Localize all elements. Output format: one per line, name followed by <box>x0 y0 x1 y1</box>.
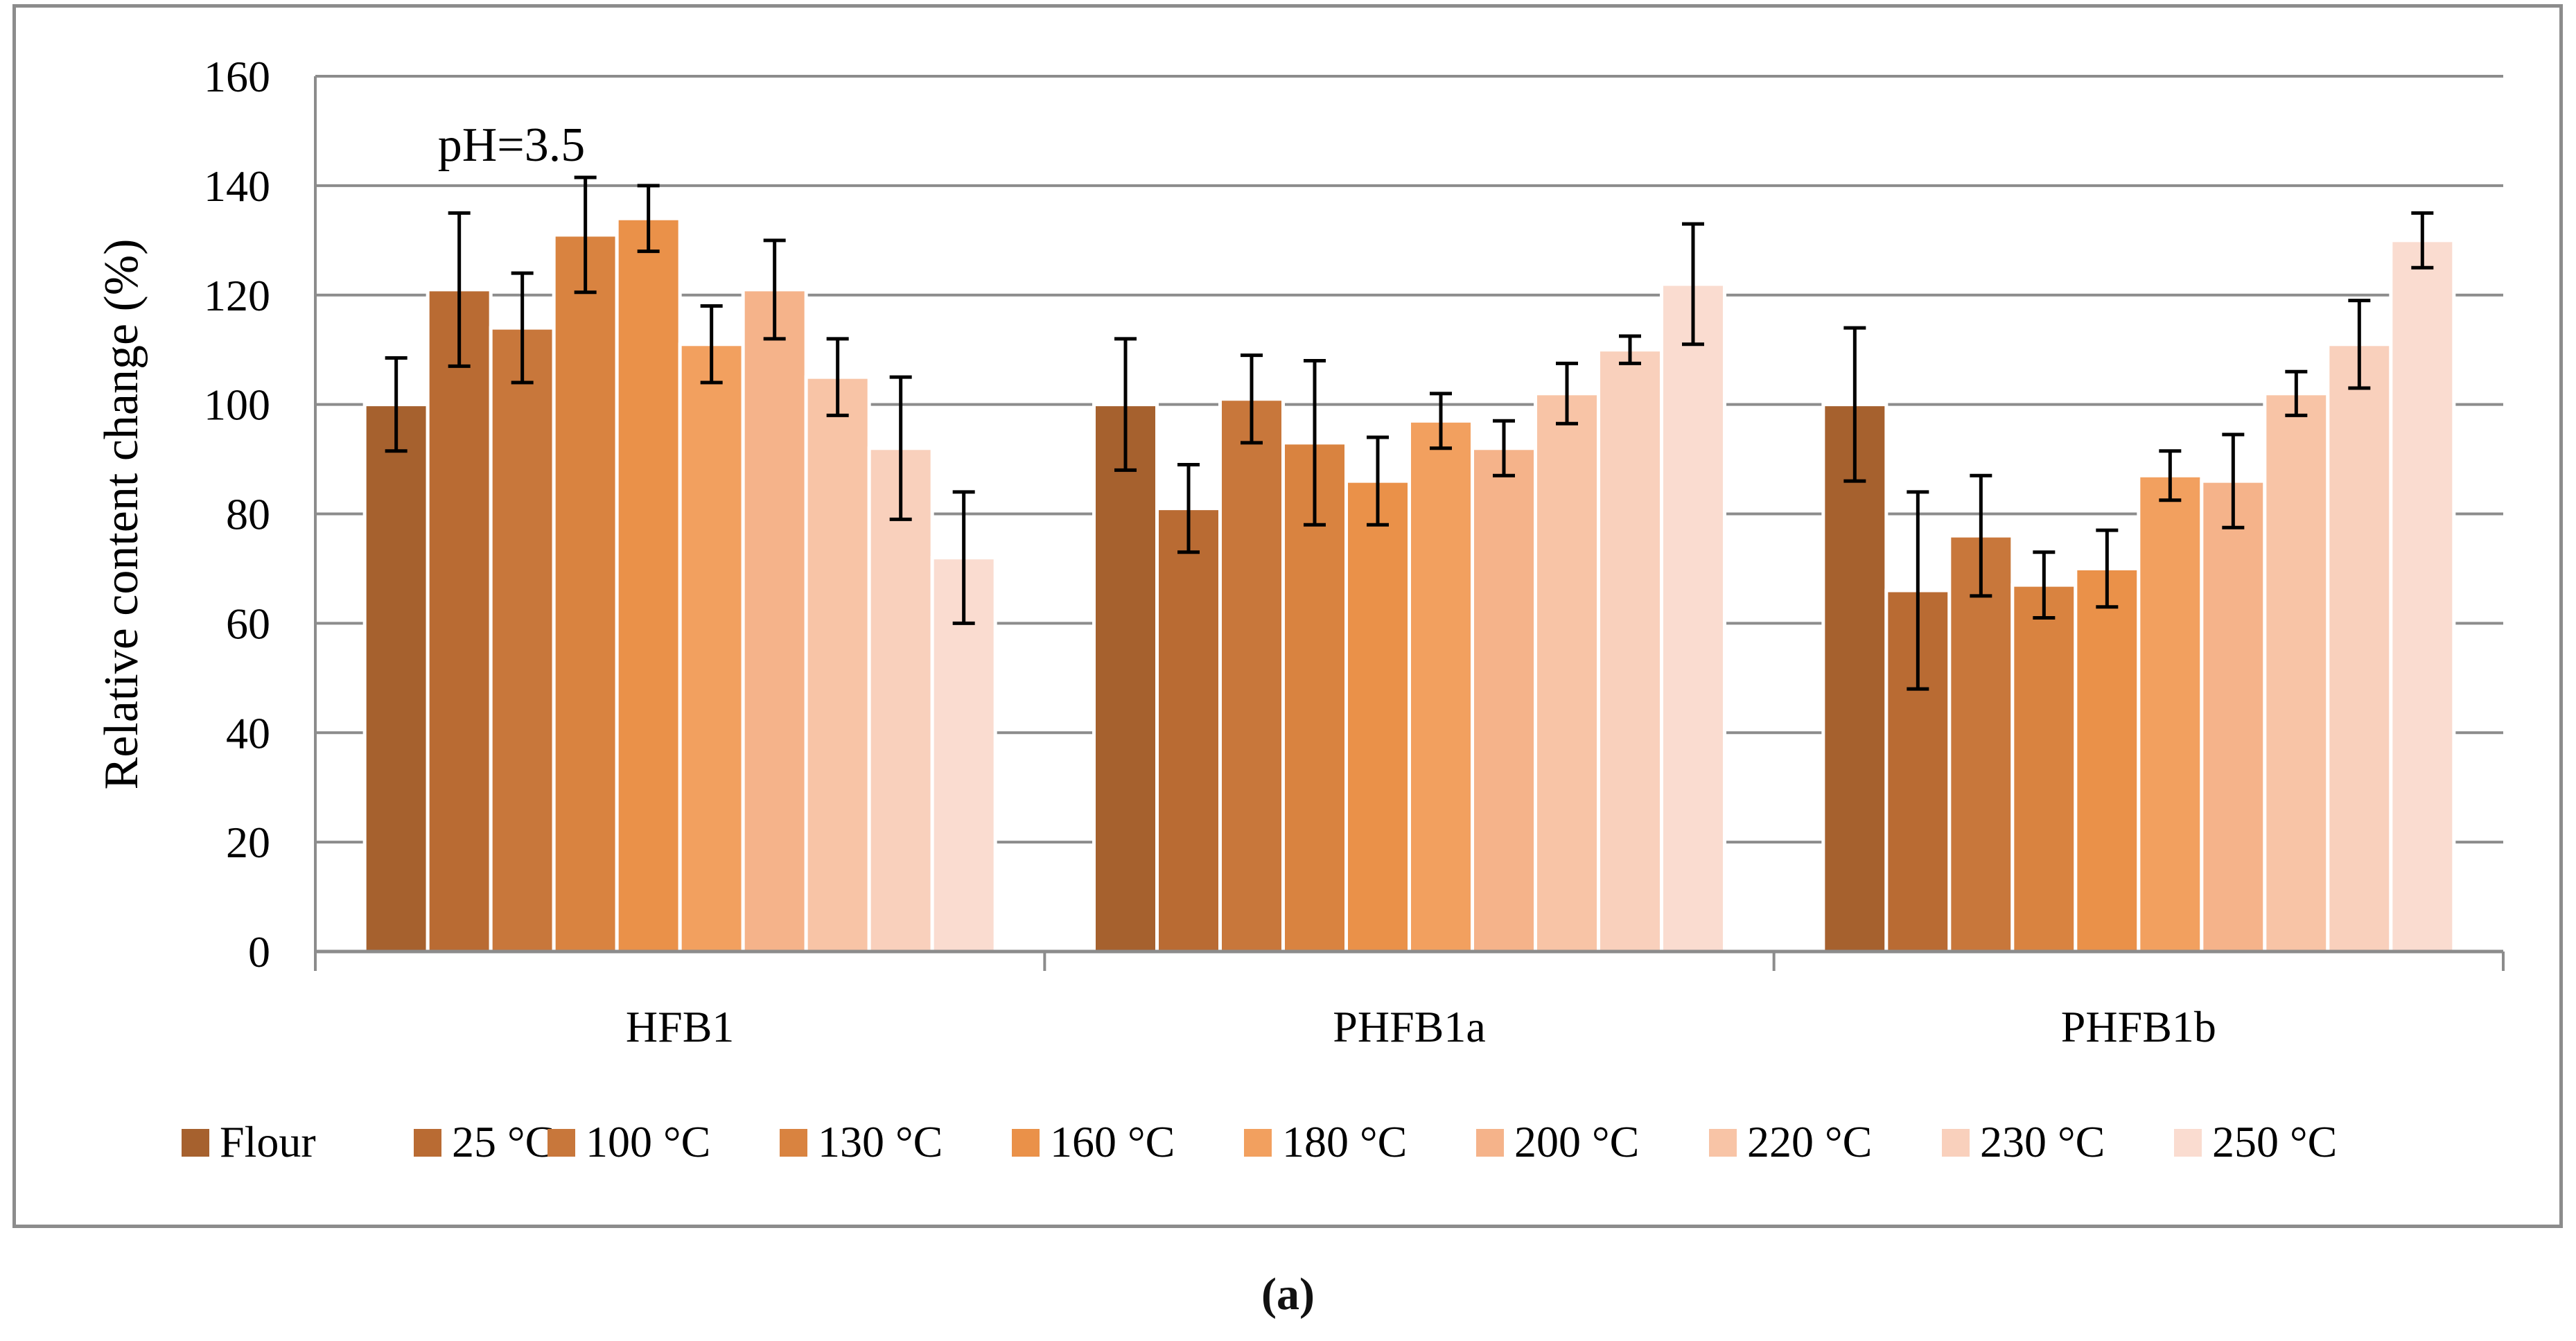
bar <box>1281 441 1348 954</box>
chart-annotation: pH=3.5 <box>438 119 586 172</box>
y-axis-title: Relative content change (%) <box>95 239 148 790</box>
bar <box>489 326 556 954</box>
x-category-label: PHFB1a <box>1333 1002 1486 1051</box>
legend-swatch <box>1942 1129 1970 1157</box>
chart-frame <box>12 4 2563 1228</box>
y-tick-label: 40 <box>226 708 270 757</box>
legend-swatch <box>414 1129 441 1157</box>
bar <box>426 288 493 954</box>
bar <box>615 216 682 954</box>
legend-swatch <box>1709 1129 1737 1157</box>
x-category-label: HFB1 <box>626 1002 735 1051</box>
bar <box>2326 342 2393 954</box>
legend-swatch <box>182 1129 209 1157</box>
bar <box>362 403 430 954</box>
legend-label: 160 °C <box>1050 1117 1175 1166</box>
y-tick-label: 160 <box>204 52 270 101</box>
y-tick-label: 60 <box>226 599 270 648</box>
legend-label: 230 °C <box>1980 1117 2105 1166</box>
bar <box>741 288 808 954</box>
y-tick-label: 20 <box>226 818 270 867</box>
legend-swatch <box>2174 1129 2202 1157</box>
bar <box>1471 446 1537 954</box>
bar <box>867 446 934 954</box>
bar <box>1597 348 1663 954</box>
bar <box>1660 282 1726 954</box>
legend-swatch <box>547 1129 575 1157</box>
bar <box>552 233 619 954</box>
bar <box>1155 507 1222 954</box>
bar <box>1092 403 1159 954</box>
y-tick-label: 140 <box>204 161 270 211</box>
bar <box>2010 583 2078 954</box>
x-category-label: PHFB1b <box>2061 1002 2216 1051</box>
bar <box>2200 479 2267 954</box>
legend-label: 25 °C <box>452 1117 554 1166</box>
legend-label: 180 °C <box>1282 1117 1407 1166</box>
bar <box>2263 392 2330 954</box>
y-tick-label: 100 <box>204 380 270 430</box>
bar <box>1218 397 1285 954</box>
legend-label: Flour <box>220 1117 316 1166</box>
legend-label: 130 °C <box>818 1117 943 1166</box>
y-tick-label: 0 <box>248 927 270 976</box>
bar <box>678 342 745 954</box>
legend-label: 220 °C <box>1747 1117 1872 1166</box>
y-tick-label: 120 <box>204 271 270 320</box>
legend-label: 100 °C <box>586 1117 710 1166</box>
bar <box>804 375 871 954</box>
legend-label: 200 °C <box>1514 1117 1639 1166</box>
bar <box>1821 403 1889 954</box>
y-tick-label: 80 <box>226 490 270 539</box>
panel-label: (a) <box>1261 1269 1315 1320</box>
bar <box>2074 566 2141 954</box>
bar <box>2137 473 2204 954</box>
bar <box>1947 534 2015 954</box>
bar <box>1534 392 1600 954</box>
legend-label: 250 °C <box>2212 1117 2337 1166</box>
legend-swatch <box>1012 1129 1040 1157</box>
bar <box>1344 479 1411 954</box>
legend-swatch <box>780 1129 807 1157</box>
legend-swatch <box>1476 1129 1504 1157</box>
legend-swatch <box>1244 1129 1272 1157</box>
bar <box>1408 419 1474 954</box>
bar <box>2389 238 2456 954</box>
